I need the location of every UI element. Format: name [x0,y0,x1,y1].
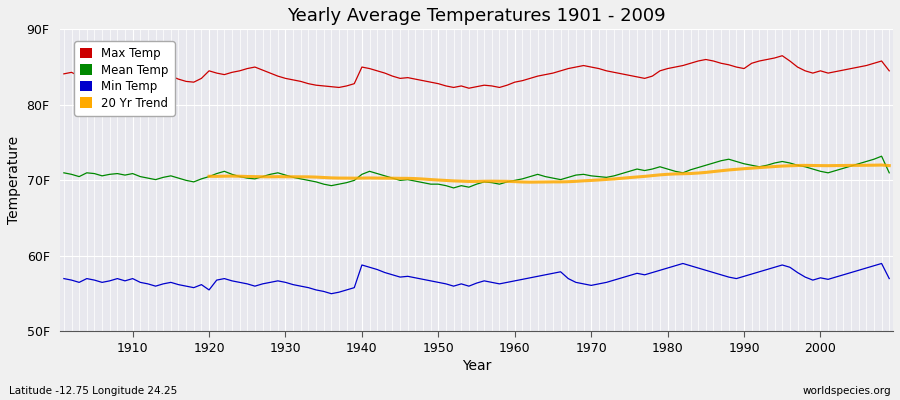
Text: worldspecies.org: worldspecies.org [803,386,891,396]
X-axis label: Year: Year [462,359,491,373]
Text: Latitude -12.75 Longitude 24.25: Latitude -12.75 Longitude 24.25 [9,386,177,396]
Title: Yearly Average Temperatures 1901 - 2009: Yearly Average Temperatures 1901 - 2009 [287,7,666,25]
Legend: Max Temp, Mean Temp, Min Temp, 20 Yr Trend: Max Temp, Mean Temp, Min Temp, 20 Yr Tre… [75,41,175,116]
Y-axis label: Temperature: Temperature [7,136,21,224]
